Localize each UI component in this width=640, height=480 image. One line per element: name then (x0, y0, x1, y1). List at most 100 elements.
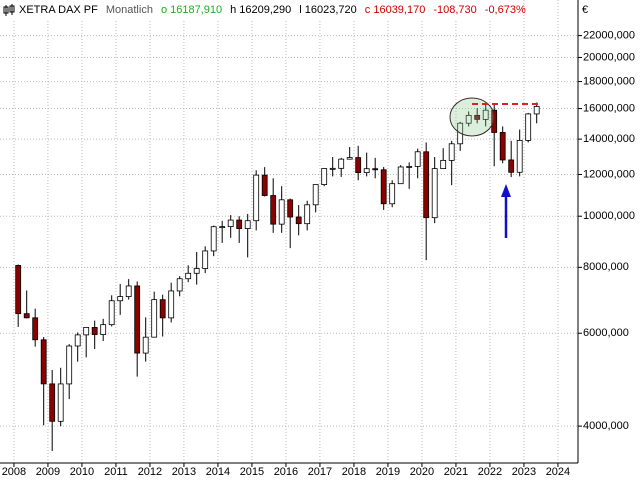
candle-body (346, 157, 353, 160)
x-tick-label: 2024 (546, 466, 570, 478)
x-tick-label: 2020 (410, 466, 434, 478)
candle-body (49, 383, 56, 422)
x-tick-label: 2009 (36, 466, 60, 478)
candle-body (210, 226, 217, 252)
candle-body (414, 151, 421, 167)
y-tick-label: 22000,000 (583, 30, 635, 42)
y-tick-label: 8000,000 (583, 261, 629, 273)
y-tick-label: 14000,000 (583, 133, 635, 145)
candle-body (389, 183, 396, 205)
candle-body (117, 296, 124, 302)
candle-body (227, 219, 234, 228)
highlight-ellipse (449, 97, 495, 137)
candle-body (321, 168, 328, 185)
x-tick-label: 2016 (274, 466, 298, 478)
x-tick-label: 2018 (342, 466, 366, 478)
candle-body (406, 166, 413, 168)
y-tick-label: 4000,000 (583, 420, 629, 432)
candle-body (151, 299, 158, 338)
candle-body (40, 339, 47, 385)
x-tick-label: 2010 (70, 466, 94, 478)
candle-body (491, 109, 498, 133)
candle-body (482, 109, 489, 120)
candle-body (516, 139, 523, 173)
candle-body (66, 345, 73, 385)
candle-body (304, 204, 311, 225)
candle-body (83, 327, 90, 336)
header-bg (0, 0, 515, 20)
candle-body (202, 250, 209, 269)
candle-body (74, 334, 81, 347)
candle-body (338, 158, 345, 169)
candle-body (168, 290, 175, 319)
x-tick-label: 2013 (172, 466, 196, 478)
candle-body (125, 285, 132, 297)
arrow-head (501, 184, 511, 197)
candle-body (465, 114, 472, 124)
candle-body (32, 317, 39, 341)
candle-body (525, 113, 532, 141)
currency: € (582, 4, 588, 16)
candle-body (142, 336, 149, 354)
candle-body (355, 157, 362, 174)
candle-body (533, 106, 540, 115)
candle-body (91, 327, 98, 335)
x-tick-label: 2011 (104, 466, 128, 478)
y-tick-label: 18000,000 (583, 75, 635, 87)
candle-body (295, 216, 302, 225)
candle-body (363, 168, 370, 174)
candle-body (57, 383, 64, 422)
candle-body (440, 159, 447, 169)
candle-body (372, 168, 379, 171)
candle-body (287, 199, 294, 218)
candle-body (176, 278, 183, 292)
candle-body (236, 219, 243, 229)
candle-body (474, 114, 481, 120)
y-tick-label: 12000,000 (583, 168, 635, 180)
candle-body (270, 195, 277, 225)
candle-body (431, 168, 438, 219)
candle-body (219, 226, 226, 229)
header: XETRA DAX PF Monatlich o 16187,910 h 16209,… (19, 4, 526, 16)
candle-body (100, 324, 107, 335)
candle-body (244, 220, 251, 229)
x-tick-label: 2008 (2, 466, 26, 478)
y-tick-label: 6000,000 (583, 327, 629, 339)
subtitle: Monatlich (106, 4, 153, 16)
candle-body (278, 199, 285, 225)
quote-value: h 16209,290 (230, 4, 291, 16)
candle-body (108, 300, 115, 326)
y-tick-label: 10000,000 (583, 210, 635, 222)
title: XETRA DAX PF (19, 4, 98, 16)
app-icon (3, 4, 15, 16)
candle-body (15, 265, 22, 315)
x-tick-label: 2015 (240, 466, 264, 478)
candle-body (380, 169, 387, 205)
x-tick-label: 2019 (376, 466, 400, 478)
x-tick-label: 2012 (138, 466, 162, 478)
quote-value: -108,730 (433, 4, 476, 16)
candle-body (448, 143, 455, 161)
candle-body (499, 132, 506, 161)
y-tick-label: 16000,000 (583, 102, 635, 114)
x-tick-label: 2022 (478, 466, 502, 478)
candle-body (329, 167, 336, 170)
x-tick-label: 2021 (444, 466, 468, 478)
candle-body (134, 285, 141, 354)
candle-body (23, 313, 30, 319)
candle-body (397, 166, 404, 185)
x-tick-label: 2017 (308, 466, 332, 478)
candle-body (253, 174, 260, 222)
candle-body (312, 184, 319, 206)
candle-body (185, 272, 192, 280)
candle-body (261, 174, 268, 196)
quote-value: l 16023,720 (299, 4, 357, 16)
quote-value: -0,673% (485, 4, 526, 16)
quote-value: c 16039,170 (365, 4, 426, 16)
candle-body (508, 159, 515, 173)
x-tick-label: 2014 (206, 466, 230, 478)
y-tick-label: 20000,000 (583, 51, 635, 63)
candle-body (193, 268, 200, 274)
x-tick-label: 2023 (512, 466, 536, 478)
